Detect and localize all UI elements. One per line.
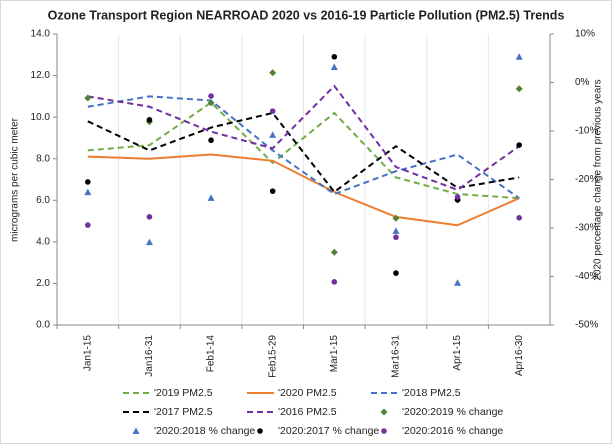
legend-label: '2020:2016 % change bbox=[402, 425, 503, 437]
y-tick-label: 12.0 bbox=[31, 70, 51, 81]
scatter-point bbox=[393, 234, 399, 241]
y2-tick-label: -10% bbox=[575, 126, 598, 137]
scatter-point bbox=[269, 108, 276, 114]
legend-swatch bbox=[380, 408, 388, 416]
legend-label: '2020:2017 % change bbox=[278, 425, 379, 437]
series-line bbox=[87, 84, 520, 192]
legend-label: '2019 PM2.5 bbox=[154, 387, 213, 399]
chart-title: Ozone Transport Region NEARROAD 2020 vs … bbox=[48, 8, 565, 22]
scatter-point bbox=[331, 279, 338, 285]
series-line bbox=[87, 95, 520, 200]
scatter-point bbox=[392, 214, 400, 222]
scatter-point bbox=[392, 227, 400, 234]
legend-label: '2020:2018 % change bbox=[154, 425, 255, 437]
x-tick-label: Jan1-15 bbox=[82, 335, 93, 372]
y2-tick-label: -50% bbox=[575, 320, 598, 331]
scatter-point bbox=[515, 85, 523, 93]
scatter-point bbox=[84, 188, 92, 196]
scatter-point bbox=[269, 131, 277, 138]
legend-label: '2018 PM2.5 bbox=[402, 387, 461, 399]
y2-tick-label: 10% bbox=[575, 29, 595, 40]
legend-swatch bbox=[381, 428, 387, 434]
y2-tick-label: -30% bbox=[575, 223, 598, 234]
y-tick-label: 8.0 bbox=[36, 153, 50, 164]
scatter-point bbox=[331, 53, 338, 60]
y-tick-label: 14.0 bbox=[31, 29, 51, 40]
x-tick-label: Feb1-14 bbox=[206, 335, 217, 373]
scatter-point bbox=[85, 222, 91, 228]
x-tick-label: Feb15-29 bbox=[267, 335, 278, 378]
x-tick-label: Jan16-31 bbox=[144, 335, 155, 377]
scatter-point bbox=[330, 248, 338, 256]
y-tick-label: 4.0 bbox=[36, 236, 50, 247]
scatter-point bbox=[330, 63, 338, 70]
scatter-point bbox=[84, 94, 92, 102]
scatter-point bbox=[393, 270, 399, 276]
scatter-point bbox=[208, 93, 214, 99]
y-tick-label: 2.0 bbox=[36, 278, 50, 289]
scatter-point bbox=[207, 194, 215, 201]
series-line bbox=[87, 153, 520, 227]
x-tick-label: Mar1-15 bbox=[329, 335, 340, 373]
series-line bbox=[87, 101, 520, 200]
y-axis-title: micrograms per cubic meter bbox=[10, 117, 21, 242]
scatter-point bbox=[269, 69, 277, 77]
legend-label: '2017 PM2.5 bbox=[154, 406, 213, 418]
scatter-point bbox=[85, 179, 91, 185]
scatter-point bbox=[146, 214, 153, 220]
scatter-point bbox=[516, 215, 522, 221]
x-tick-label: Mar16-31 bbox=[391, 335, 402, 378]
scatter-point bbox=[208, 137, 214, 144]
scatter-point bbox=[454, 194, 461, 200]
scatter-point bbox=[145, 238, 153, 246]
y-tick-label: 0.0 bbox=[36, 320, 50, 331]
y-tick-label: 10.0 bbox=[31, 112, 51, 123]
legend-label: '2020:2019 % change bbox=[402, 406, 503, 418]
y2-tick-label: -20% bbox=[575, 174, 598, 185]
scatter-point bbox=[454, 279, 462, 286]
y2-tick-label: -40% bbox=[575, 271, 598, 282]
legend-label: '2016 PM2.5 bbox=[278, 406, 337, 418]
legend-swatch bbox=[132, 427, 140, 434]
scatter-point bbox=[207, 99, 215, 107]
scatter-point bbox=[146, 117, 153, 123]
x-tick-label: Apr1-15 bbox=[452, 335, 463, 371]
legend: '2019 PM2.5 '2020 PM2.5 '2018 PM2.5 '2017 P… bbox=[123, 387, 503, 437]
y2-axis-title: 2020 percentage change from previous yea… bbox=[593, 79, 604, 280]
scatter-point bbox=[515, 53, 523, 60]
legend-label: '2020 PM2.5 bbox=[278, 387, 337, 399]
legend-swatch bbox=[257, 428, 263, 434]
x-tick-label: Apr16-30 bbox=[514, 335, 525, 377]
y2-tick-label: 0% bbox=[575, 77, 590, 88]
scatter-point bbox=[516, 142, 522, 148]
y-tick-label: 6.0 bbox=[36, 195, 50, 206]
scatter-point bbox=[269, 188, 276, 194]
